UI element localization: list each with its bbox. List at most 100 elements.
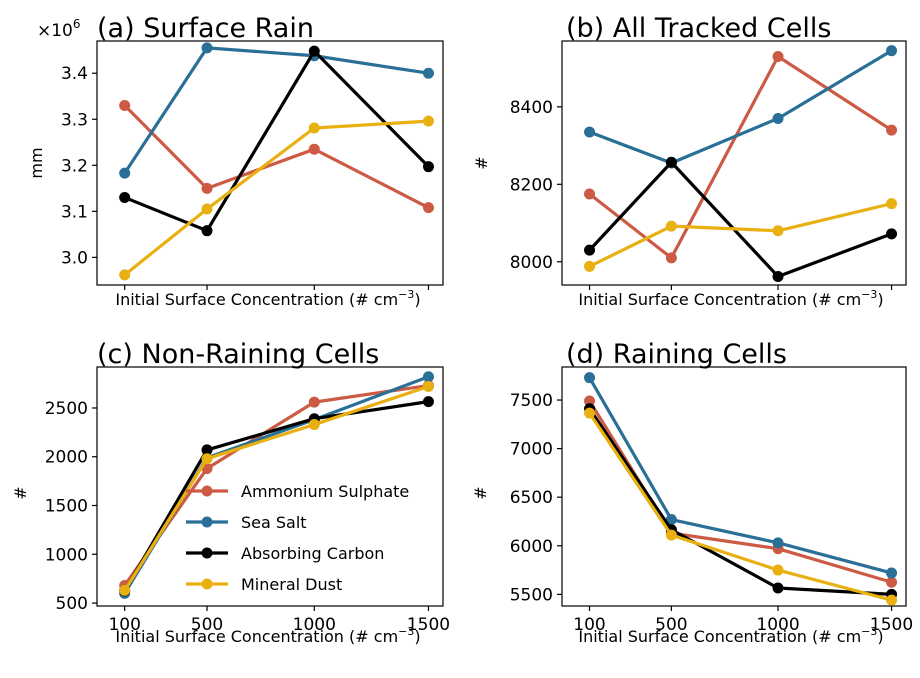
panel-b-ytick-label: 8000 [510,253,553,273]
panel-c-line-absorbing-carbon [123,400,429,592]
panel-d-ytick-label: 6000 [510,537,553,557]
panel-c: (c) Non-Raining Cells # Initial Surface … [11,339,450,646]
panel-a-line-absorbing-carbon [124,49,430,233]
legend-marker-absorbing-carbon [201,547,213,559]
legend: Ammonium Sulphate Sea Salt Absorbing Carbo… [186,482,409,594]
panel-d-xtick-label: 1500 [870,615,913,635]
panel-b-ytick-label: 8400 [510,98,553,118]
panel-c-point-sea-salt [422,371,434,383]
panel-d-point-sea-salt [584,372,596,384]
legend-marker-sea-salt [201,516,213,528]
panel-c-xtick-label: 500 [191,615,223,635]
panel-c-xtick-label: 1000 [293,615,336,635]
panel-a-point-absorbing-carbon [119,192,131,204]
panel-b-point-mineral-dust [665,220,677,232]
panel-a-point-sea-salt [422,67,434,79]
panel-d-frame [561,366,907,607]
panel-b-point-absorbing-carbon [886,228,898,240]
panel-c-xlabel: Initial Surface Concentration (# cm−3) [115,625,420,646]
panel-b-point-sea-salt [886,45,898,57]
panel-a-point-mineral-dust [201,203,213,215]
panel-c-ytick-label: 2000 [45,448,88,468]
panel-a-point-mineral-dust [308,122,320,134]
panel-d-ylabel: # [471,486,490,499]
panel-a-ytick-label: 3.0 [61,248,88,268]
panel-d-ytick-label: 5500 [510,585,553,605]
panel-c-point-mineral-dust [422,381,434,393]
panel-a-point-ammonium-sulphate [119,99,131,111]
panel-a-ytick-label: 3.3 [61,110,88,130]
panel-a-scale-note: ×106 [37,17,81,41]
panel-d-xtick-label: 500 [655,615,687,635]
panel-c-point-mineral-dust [119,584,131,596]
panel-a-point-mineral-dust [422,115,434,127]
panel-c-point-ammonium-sulphate [308,396,320,408]
legend-label-mineral-dust: Mineral Dust [241,575,342,594]
panel-d-xlabel: Initial Surface Concentration (# cm−3) [578,625,883,646]
panel-b-point-absorbing-carbon [665,156,677,168]
panel-b-title: (b) All Tracked Cells [566,13,831,44]
panel-b-point-absorbing-carbon [584,244,596,256]
panel-d-point-ammonium-sulphate [886,576,898,588]
panel-a-point-absorbing-carbon [201,225,213,237]
panel-d-point-mineral-dust [665,529,677,541]
panel-c-title: (c) Non-Raining Cells [97,339,379,370]
panel-b-frame [561,40,907,286]
panel-a-point-sea-salt [119,167,131,179]
panel-c-point-absorbing-carbon [422,396,434,408]
panel-c-point-absorbing-carbon [201,444,213,456]
panel-c-xtick-label: 100 [108,615,140,635]
panel-a-ytick-label: 3.4 [61,64,88,84]
panel-d-point-ammonium-sulphate [584,395,596,407]
legend-marker-mineral-dust [201,578,213,590]
panel-d-point-sea-salt [665,514,677,526]
panel-c-ylabel: # [11,486,30,499]
legend-label-sea-salt: Sea Salt [241,513,307,532]
panel-b: (b) All Tracked Cells # Initial Surface … [472,13,907,309]
panel-b-point-sea-salt [584,126,596,138]
panel-a-title: (a) Surface Rain [97,13,314,44]
panel-a-xlabel: Initial Surface Concentration (# cm−3) [115,288,420,309]
panel-b-point-ammonium-sulphate [772,50,784,62]
panel-b-ytick-label: 8200 [510,175,553,195]
panel-c-frame [96,366,444,607]
panel-a-point-ammonium-sulphate [422,202,434,214]
panel-a-point-ammonium-sulphate [201,182,213,194]
panel-c-ytick-label: 500 [56,594,88,614]
panel-a-point-sea-salt [201,42,213,54]
panel-d-point-mineral-dust [584,407,596,419]
panel-a-ytick-label: 3.2 [61,156,88,176]
panel-a-ytick-label: 3.1 [61,202,88,222]
panel-c-ytick-label: 2500 [45,399,88,419]
panel-c-xtick-label: 1500 [407,615,450,635]
panel-d: (d) Raining Cells # Initial Surface Conc… [471,339,913,646]
panel-d-xtick-label: 1000 [756,615,799,635]
panel-b-point-ammonium-sulphate [665,252,677,264]
panel-b-point-ammonium-sulphate [584,188,596,200]
panel-a-point-mineral-dust [119,269,131,281]
panel-c-line-mineral-dust [123,384,429,592]
legend-label-absorbing-carbon: Absorbing Carbon [241,544,384,563]
panel-a: (a) Surface Rain ×106 mm Initial Surface… [27,13,444,309]
panel-a-point-ammonium-sulphate [308,143,320,155]
panel-b-line-mineral-dust [588,202,892,268]
panel-c-point-mineral-dust [201,453,213,465]
panel-d-point-sea-salt [886,567,898,579]
panel-a-axes: 3.0 3.1 3.2 3.3 3.4 [61,40,444,290]
panel-d-point-mineral-dust [772,564,784,576]
panel-d-ytick-label: 7000 [510,440,553,460]
panel-d-axes: 5500 6000 6500 7000 7500 100 500 1000 1500 [510,366,913,635]
panel-b-point-sea-salt [772,112,784,124]
panel-d-line-absorbing-carbon [588,407,892,596]
panel-b-point-mineral-dust [886,198,898,210]
panel-b-xlabel: Initial Surface Concentration (# cm−3) [578,288,883,309]
panel-a-line-mineral-dust [123,119,429,277]
legend-marker-ammonium-sulphate [201,485,213,497]
panel-c-point-mineral-dust [308,419,320,431]
panel-b-point-mineral-dust [772,225,784,237]
panel-b-point-mineral-dust [584,260,596,272]
panel-a-point-absorbing-carbon [308,45,320,57]
panel-a-ylabel: mm [27,147,46,178]
panel-d-point-sea-salt [772,537,784,549]
panel-b-axes: 8000 8200 8400 [510,40,907,290]
